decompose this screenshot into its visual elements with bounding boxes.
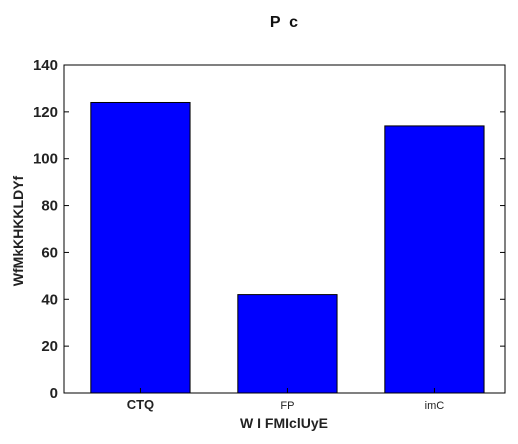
x-axis-label: W I FMIclUyE — [240, 415, 328, 431]
x-tick-label: imC — [425, 400, 445, 412]
y-tick-label: 40 — [41, 291, 58, 308]
x-tick-label: CTQ — [127, 397, 154, 412]
y-tick-label: 120 — [33, 104, 58, 121]
y-tick-label: 60 — [41, 244, 58, 261]
bars-group — [90, 101, 485, 394]
bar-ctq — [90, 101, 191, 394]
y-axis-ticks: 0 20 40 60 80 100 120 140 — [33, 57, 505, 402]
y-tick-label: 20 — [41, 338, 58, 355]
y-axis-label: WfMkKHKKLDYf — [10, 175, 26, 286]
bar-imc — [384, 125, 485, 394]
y-tick-label: 80 — [41, 198, 58, 215]
y-tick-label: 100 — [33, 151, 58, 168]
chart-title: P c — [270, 14, 298, 31]
y-tick-label: 0 — [50, 385, 58, 402]
x-tick-label: FP — [280, 400, 294, 412]
bar-fp — [237, 294, 338, 394]
y-tick-label: 140 — [33, 57, 58, 74]
x-axis-ticks: CTQ FP imC — [127, 388, 445, 412]
